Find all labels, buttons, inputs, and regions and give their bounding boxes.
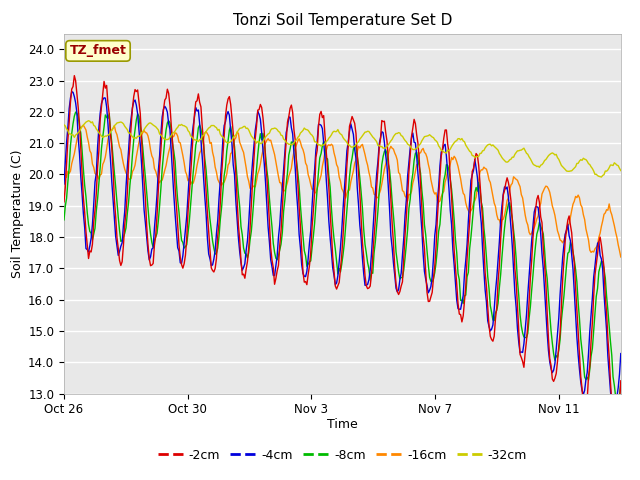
Legend: -2cm, -4cm, -8cm, -16cm, -32cm: -2cm, -4cm, -8cm, -16cm, -32cm <box>152 444 532 467</box>
Text: TZ_fmet: TZ_fmet <box>70 44 127 58</box>
Title: Tonzi Soil Temperature Set D: Tonzi Soil Temperature Set D <box>233 13 452 28</box>
X-axis label: Time: Time <box>327 418 358 431</box>
Y-axis label: Soil Temperature (C): Soil Temperature (C) <box>11 149 24 278</box>
